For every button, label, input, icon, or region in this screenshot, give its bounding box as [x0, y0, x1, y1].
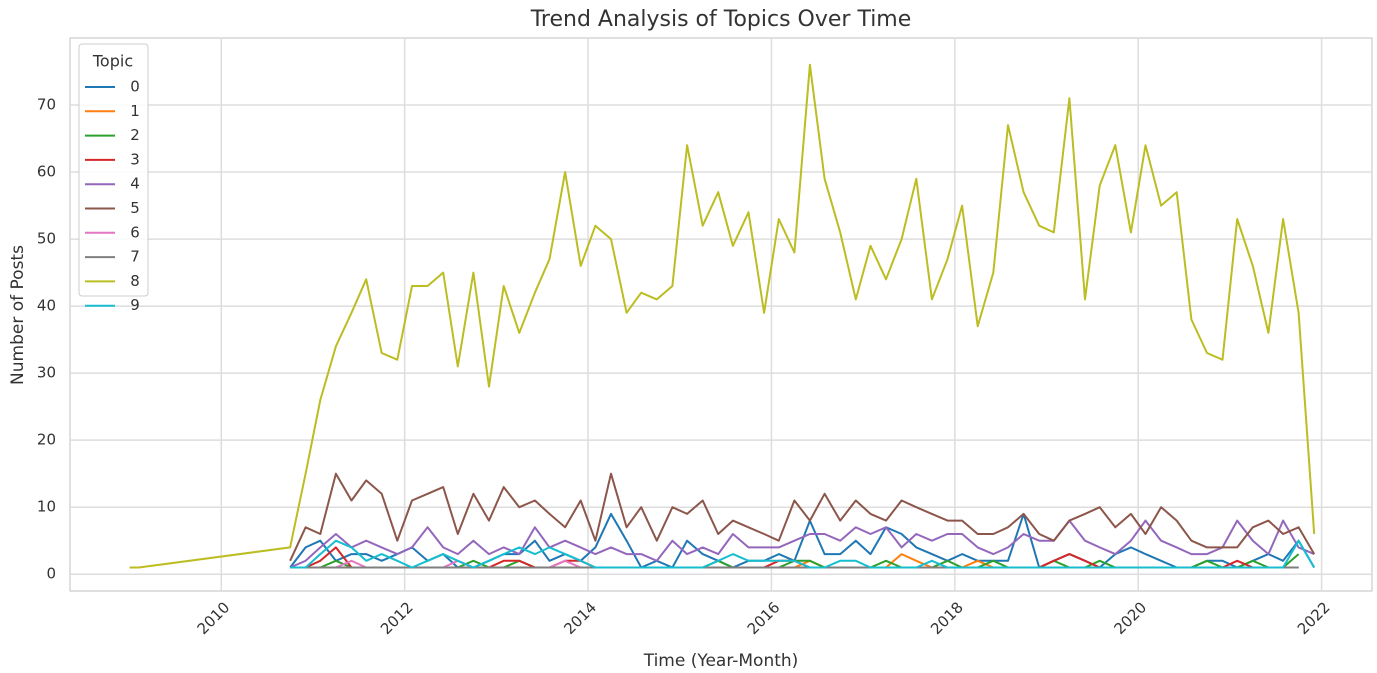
legend-label: 1 [130, 102, 140, 120]
x-tick-label: 2020 [1110, 598, 1150, 638]
y-tick-label: 70 [37, 96, 56, 114]
x-tick-label: 2016 [744, 598, 784, 638]
series-line [289, 472, 1316, 562]
series-line [289, 519, 1315, 569]
y-tick-label: 20 [37, 431, 56, 449]
series-line [129, 63, 1316, 569]
x-tick-label: 2012 [377, 598, 417, 638]
y-tick-label: 10 [37, 498, 56, 516]
y-axis-label: Number of Posts [8, 245, 28, 385]
x-tick-label: 2010 [194, 598, 234, 638]
grid [70, 38, 1372, 591]
y-tick-label: 30 [37, 364, 56, 382]
y-tick-label: 40 [37, 297, 56, 315]
legend-label: 6 [130, 223, 140, 241]
y-tick-label: 60 [37, 163, 56, 181]
series-line [290, 539, 1316, 569]
legend-label: 8 [130, 272, 140, 290]
x-tick-label: 2014 [560, 598, 600, 638]
legend-label: 7 [130, 248, 140, 266]
legend: Topic 0 1 2 3 4 5 6 7 8 9 [78, 43, 149, 314]
plot-frame [69, 37, 1373, 592]
legend-title: Topic [92, 52, 133, 71]
lines [129, 63, 1316, 569]
x-tick-label: 2018 [927, 598, 967, 638]
y-tick-label: 0 [46, 565, 56, 583]
legend-label: 0 [130, 78, 140, 96]
legend-label: 4 [130, 175, 140, 193]
legend-label: 5 [130, 199, 140, 217]
y-tick-label: 50 [37, 230, 56, 248]
legend-label: 2 [130, 126, 140, 144]
x-axis-label: Time (Year-Month) [643, 651, 799, 671]
chart-title: Trend Analysis of Topics Over Time [530, 7, 912, 32]
legend-label: 9 [130, 296, 140, 314]
x-tick-label: 2022 [1294, 598, 1334, 638]
legend-label: 3 [130, 150, 140, 168]
